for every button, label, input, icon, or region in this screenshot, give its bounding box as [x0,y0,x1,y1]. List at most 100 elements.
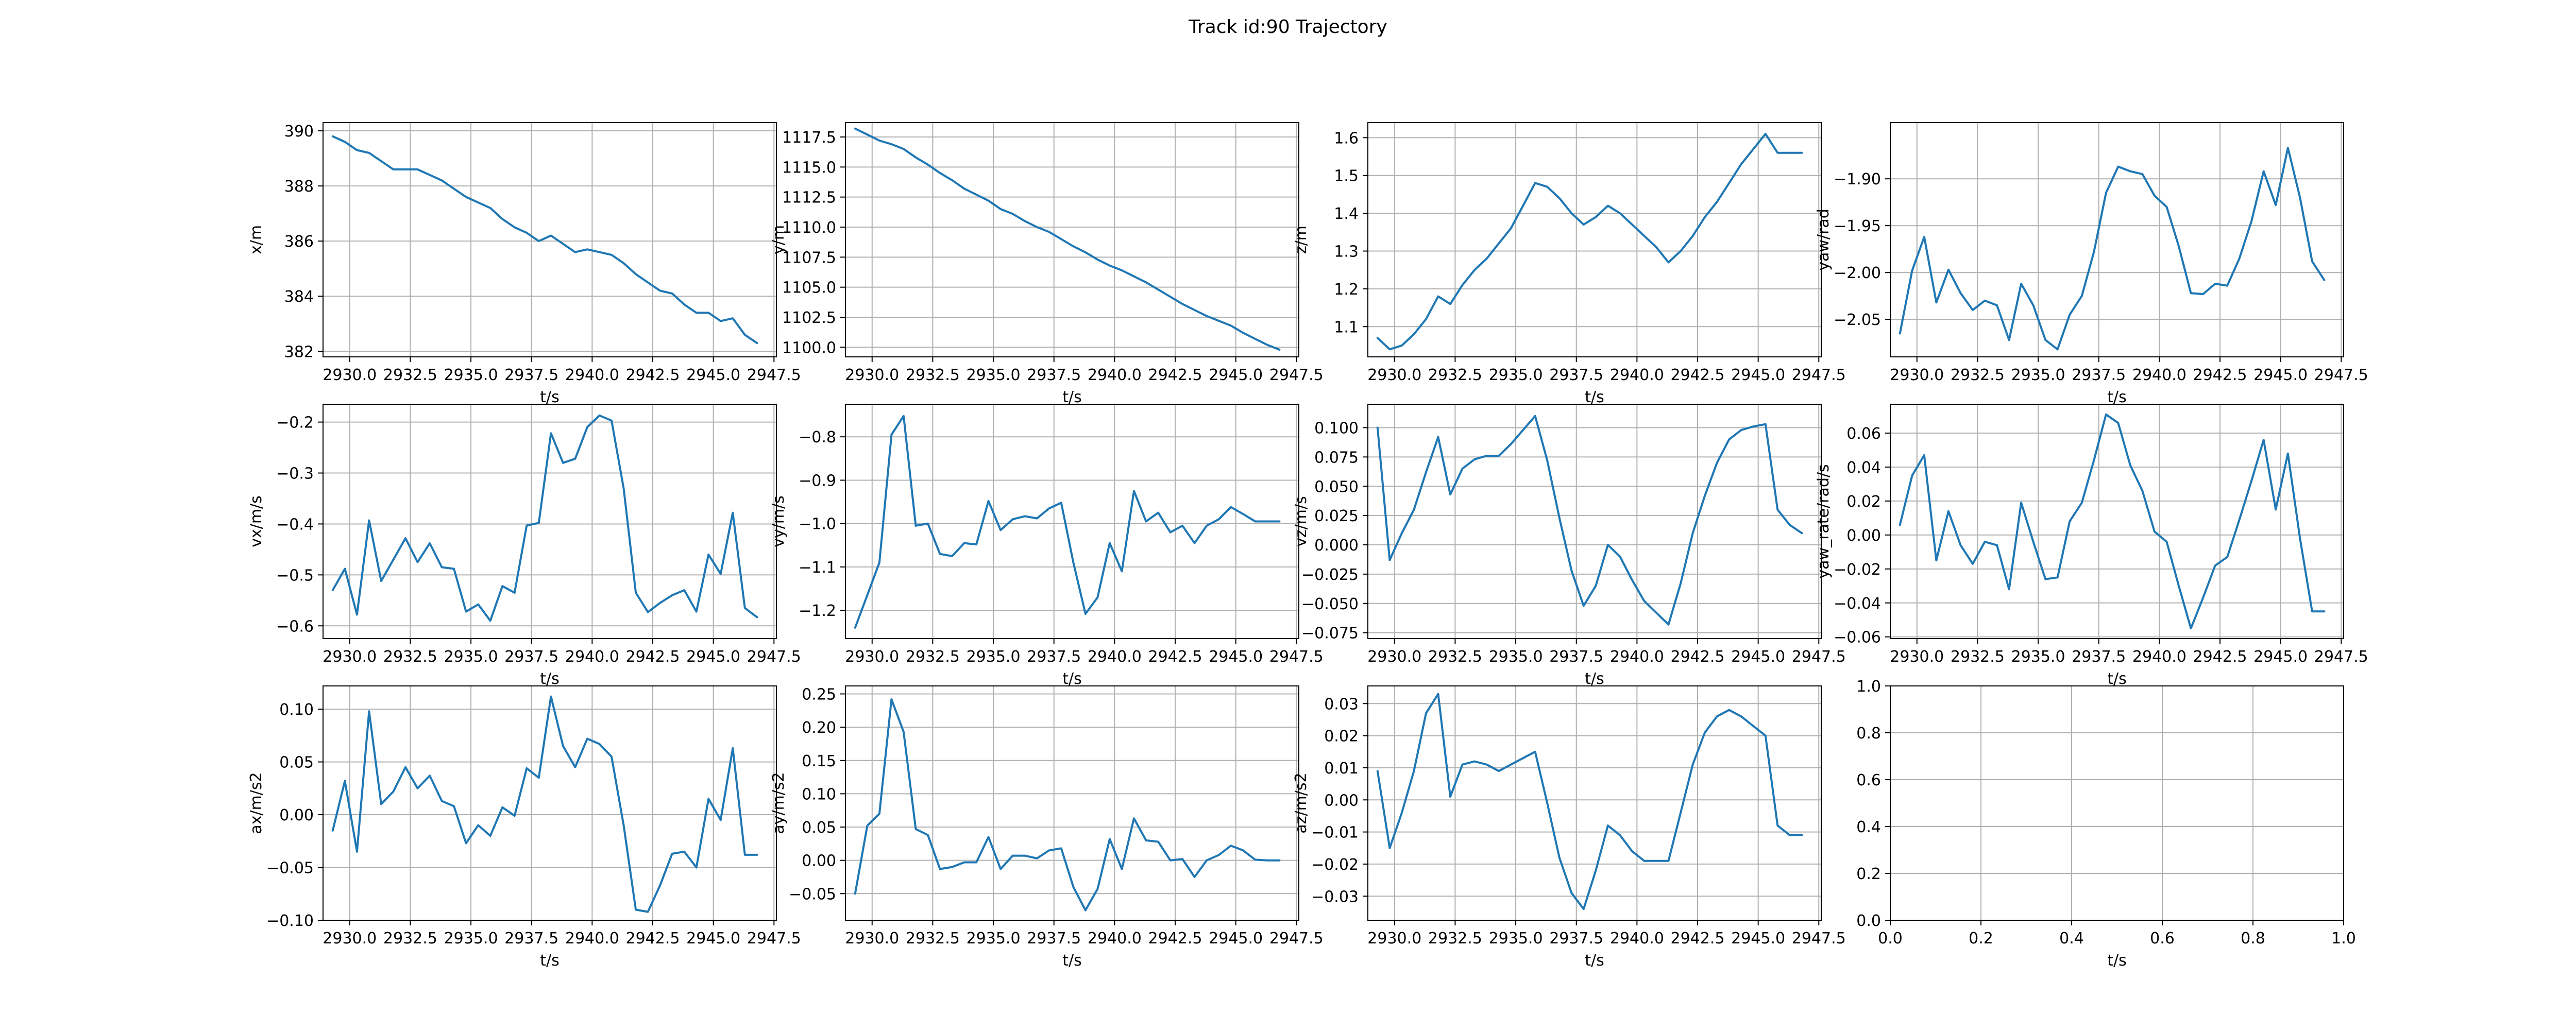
plot-area [1368,686,1821,920]
x-tick-label: 2940.0 [2132,648,2187,666]
x-tick-label: 2947.5 [747,648,801,666]
plot-area [1890,404,2344,639]
axes-frame [323,685,777,921]
x-tick-label: 2935.0 [444,366,498,384]
x-axis-label: t/s [1585,388,1604,406]
x-tick-label: 2945.0 [1731,366,1785,384]
y-tick-label: 0.05 [279,754,314,772]
y-tick-label: −0.025 [1301,566,1359,584]
x-tick-label: 2942.5 [1671,930,1725,948]
y-axis-label: az/m/s2 [1292,772,1310,833]
x-axis-label: t/s [1062,388,1082,406]
x-tick-label: 2930.0 [845,366,899,384]
x-tick-label: 2942.5 [1671,366,1725,384]
x-tick-label: 2935.0 [1489,648,1543,666]
x-axis-label: t/s [1585,670,1604,688]
x-tick-label: 2930.0 [845,930,899,948]
x-tick-label: 2930.0 [323,648,377,666]
x-tick-label: 2945.0 [2253,366,2308,384]
y-tick-label: −1.0 [799,515,836,534]
subplot-10: 2930.0 2932.5 2935.0 2937.5 2940.0 2942.5 2945… [770,685,1324,970]
x-tick-label: 2942.5 [1148,648,1202,666]
x-tick-label: 2937.5 [1027,648,1081,666]
axes-frame [1890,685,2344,921]
y-tick-label: −0.5 [276,566,314,584]
axes-frame [323,404,777,639]
y-tick-label: −1.95 [1834,217,1881,235]
y-tick-label: 0.075 [1314,449,1359,467]
x-tick-label: 2932.5 [906,930,960,948]
y-tick-label: 0.0 [1856,912,1881,930]
plot-area [845,404,1299,639]
y-axis-label: yaw/rad [1815,209,1833,271]
y-tick-label: 1100.0 [782,339,836,357]
x-tick-label: 2932.5 [1428,930,1482,948]
x-axis-label: t/s [540,670,560,688]
x-tick-label: 2932.5 [383,366,437,384]
x-tick-label: 2947.5 [1269,366,1324,384]
series-line [1376,693,1803,910]
x-tick-label: 2945.0 [1209,930,1263,948]
x-tick-label: 2932.5 [906,366,960,384]
x-tick-label: 2930.0 [1890,366,1944,384]
x-tick-label: 2945.0 [686,930,740,948]
y-tick-label: 0.2 [1856,865,1881,883]
x-tick-label: 2942.5 [626,366,680,384]
x-tick-label: 2940.0 [2132,366,2187,384]
subplot-3: 2930.0 2932.5 2935.0 2937.5 2940.0 2942.5 2945… [1292,122,1846,406]
x-tick-label: 2947.5 [1792,648,1846,666]
y-tick-label: 1.6 [1334,129,1359,147]
series-line [854,698,1281,911]
y-tick-label: 0.00 [1846,527,1881,545]
axes-frame [845,404,1299,639]
x-tick-label: 2947.5 [1269,648,1324,666]
y-tick-label: 0.02 [1324,728,1359,746]
y-tick-label: 0.00 [279,806,314,824]
x-tick-label: 2940.0 [565,366,619,384]
y-tick-label: −0.6 [276,617,314,635]
x-tick-label: 2930.0 [1367,930,1421,948]
x-tick-label: 2945.0 [1209,366,1263,384]
x-tick-label: 2947.5 [747,366,801,384]
plot-area [323,686,776,920]
subplot-5: 2930.0 2932.5 2935.0 2937.5 2940.0 2942.5 2945… [247,404,801,688]
y-tick-label: −0.4 [276,515,314,534]
x-tick-label: 2937.5 [1549,366,1603,384]
plot-area [845,123,1299,357]
x-tick-label: 2935.0 [1489,930,1543,948]
y-tick-label: −0.075 [1301,625,1359,643]
x-tick-label: 2942.5 [2193,366,2247,384]
x-tick-label: 2945.0 [686,648,740,666]
plot-area [1890,123,2344,357]
y-tick-label: 1117.5 [782,129,836,147]
figure-title: Track id:90 Trajectory [1189,16,1387,38]
x-tick-label: 2937.5 [1549,930,1603,948]
y-tick-label: 0.02 [1846,493,1881,511]
x-tick-label: 2947.5 [747,930,801,948]
x-axis-label: t/s [1062,952,1082,970]
y-tick-label: 0.8 [1856,725,1881,743]
y-tick-label: 1102.5 [782,309,836,327]
x-tick-label: 2935.0 [967,366,1021,384]
y-tick-label: 0.100 [1314,420,1359,438]
subplot-4: 2930.0 2932.5 2935.0 2937.5 2940.0 2942.5 2945… [1815,122,2368,406]
x-tick-label: 0.8 [2241,930,2265,948]
y-tick-label: −0.02 [1311,856,1359,874]
y-tick-label: 0.10 [279,701,314,719]
series-line [331,135,758,345]
axes-frame [1367,404,1822,639]
x-axis-label: t/s [2107,670,2127,688]
y-tick-label: 0.025 [1314,507,1359,525]
y-tick-label: −1.90 [1834,170,1881,188]
y-tick-label: 1105.0 [782,279,836,297]
y-tick-label: 1.5 [1334,167,1359,185]
x-tick-label: 2942.5 [1671,648,1725,666]
x-axis-label: t/s [1585,952,1604,970]
y-tick-label: 0.00 [1324,792,1359,810]
subplot-12: 0.0 0.2 0.4 0.6 0.8 1.0 0.0 0.2 0.4 0.6 0.8 1.0 t/s [1856,678,2356,970]
y-tick-label: 0.20 [802,719,836,737]
x-tick-label: 2935.0 [444,930,498,948]
y-axis-label: vy/m/s [770,495,788,547]
x-tick-label: 2945.0 [1731,648,1785,666]
